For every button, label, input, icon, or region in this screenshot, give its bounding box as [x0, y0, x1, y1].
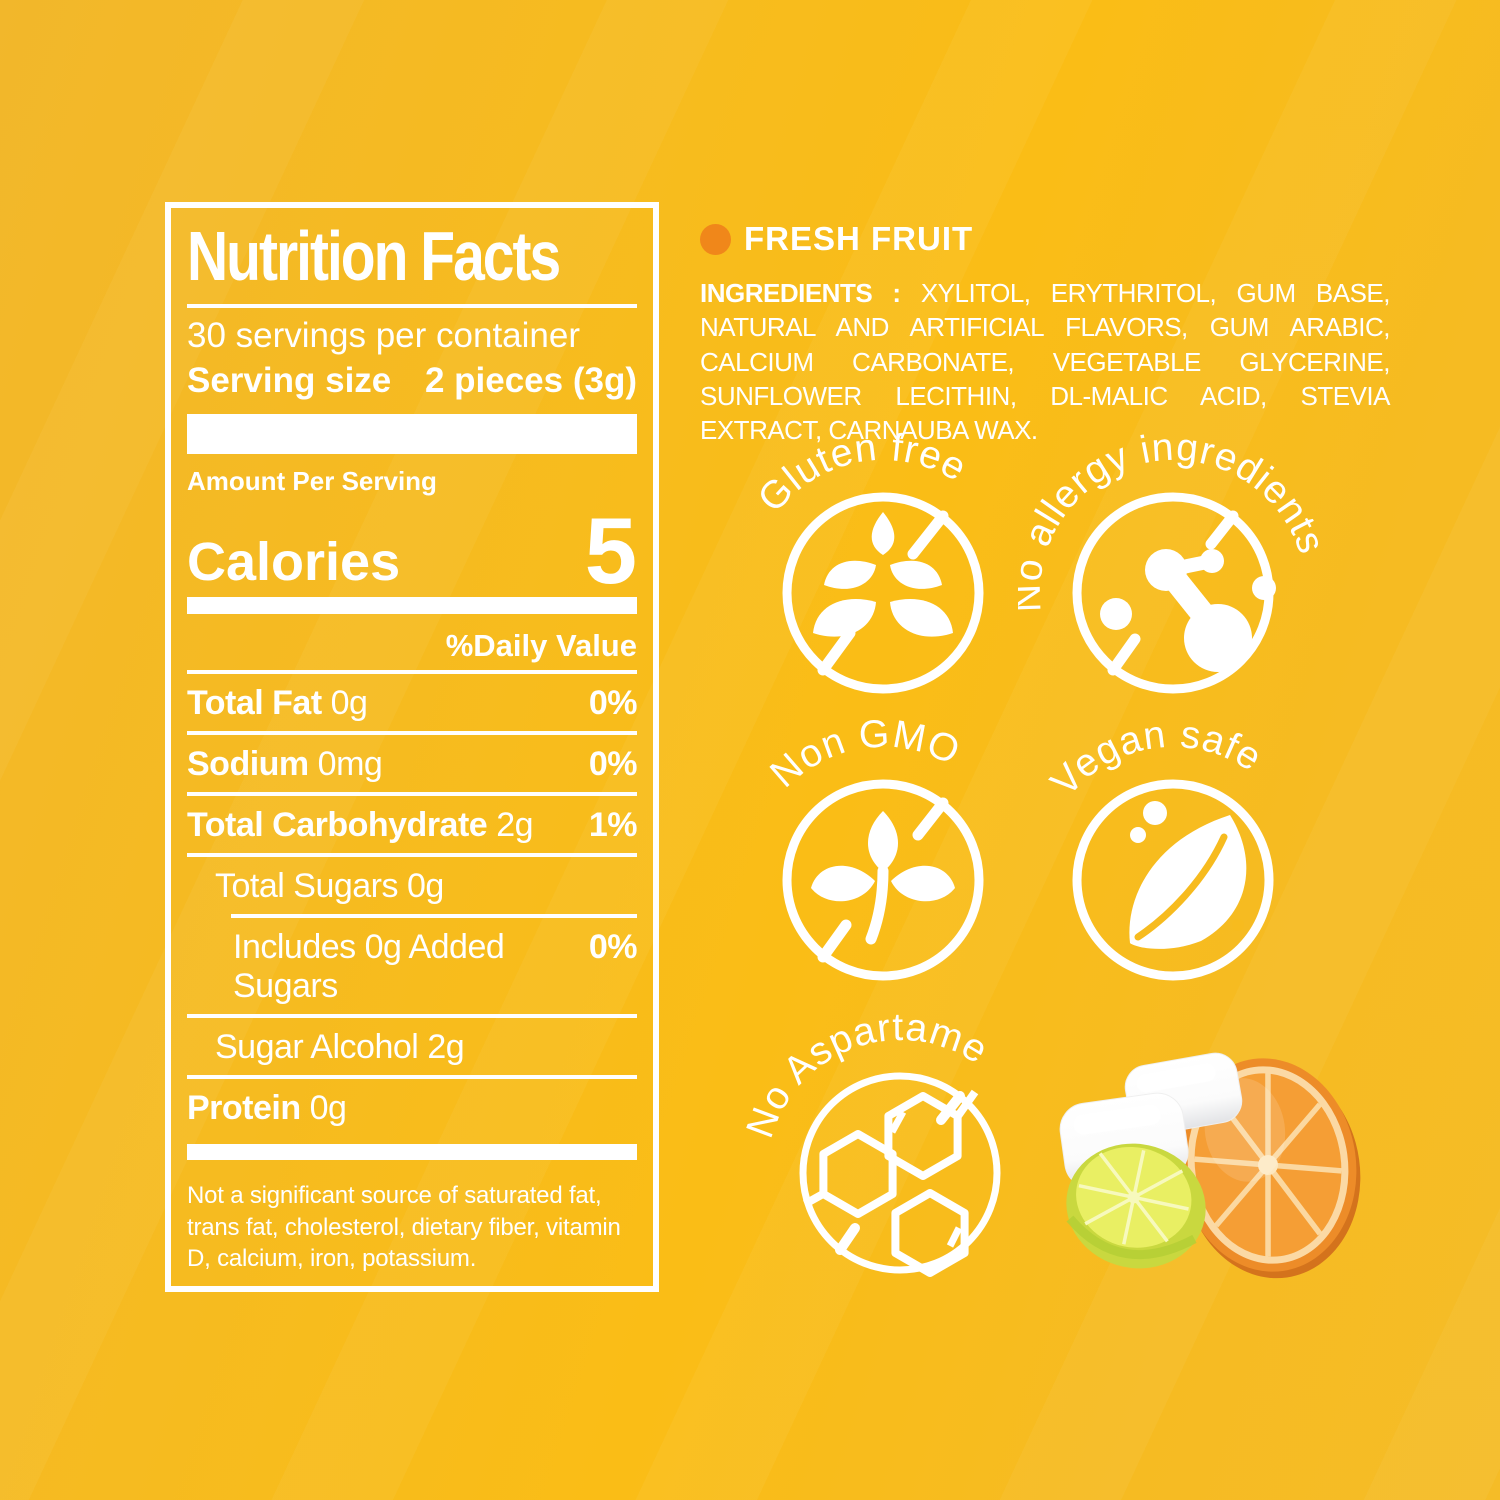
thick-bar-bottom	[187, 1143, 637, 1160]
daily-value-header: %Daily Value	[445, 627, 637, 663]
badge-non-gmo: Non GMO	[762, 712, 984, 981]
wheat-icon	[813, 512, 953, 637]
medium-bar	[187, 596, 637, 614]
serving-size-row: Serving size 2 pieces (3g)	[187, 359, 637, 404]
fruit-gum-illustration	[1059, 1052, 1361, 1279]
nutrition-facts-title: Nutrition Facts	[187, 218, 561, 297]
nutrient-row-protein: Protein 0g	[187, 1088, 347, 1127]
amount-per-serving: Amount Per Serving	[187, 465, 437, 496]
servings-per-container: 30 servings per container	[187, 316, 580, 355]
nutrient-row-total-sugars: Total Sugars 0g	[215, 866, 444, 905]
badge-vegan-safe: Vegan safe	[1043, 713, 1274, 981]
ingredients-heading: INGREDIENTS :	[700, 278, 901, 308]
lime-segments	[1078, 1150, 1189, 1245]
flavor-name: FRESH FRUIT	[744, 220, 974, 257]
badge-circle	[782, 492, 984, 694]
slash-icon	[835, 1091, 965, 1255]
divider	[187, 730, 637, 735]
badge-circle	[799, 1072, 1001, 1274]
flavor-heading: FRESH FRUIT	[700, 220, 973, 258]
badge-circle	[782, 779, 984, 981]
serving-size-value: 2 pieces (3g)	[424, 360, 637, 400]
divider	[187, 304, 637, 308]
slash-icon	[1107, 510, 1239, 676]
nutrient-row-total-carbohydrate: Total Carbohydrate 2g 1%	[187, 805, 638, 844]
label-footnote: Not a significant source of saturated fa…	[187, 1182, 621, 1272]
divider	[187, 1013, 637, 1018]
serving-size-label: Serving size	[187, 360, 392, 400]
orange-segments	[1194, 1073, 1342, 1257]
nutrient-row-sugar-alcohol: Sugar Alcohol 2g	[215, 1027, 465, 1066]
badge-gluten-free: Gluten free	[750, 426, 984, 694]
slash-icon	[817, 797, 949, 963]
lime-wedge	[1066, 1143, 1206, 1269]
slash-icon	[817, 510, 949, 676]
ingredients-paragraph: INGREDIENTS : XYLITOL, ERYTHRITOL, GUM B…	[700, 276, 1391, 448]
plant-leaves-icon	[811, 811, 955, 945]
divider	[187, 852, 637, 857]
nutrient-row-added-sugars: Includes 0g Added Sugars 0%	[233, 927, 638, 1005]
calories-label: Calories	[187, 531, 401, 592]
allergen-molecule-icon	[1100, 549, 1276, 672]
calories-row: Calories 5	[187, 497, 637, 603]
badge-circle	[1072, 779, 1274, 981]
thick-bar	[187, 413, 637, 454]
calories-value: 5	[584, 497, 637, 603]
badge-arc-text: Vegan safe	[1043, 713, 1270, 804]
nutrition-facts-panel: Nutrition Facts 30 servings per containe…	[165, 202, 659, 1292]
divider	[187, 1074, 637, 1079]
nutrient-row-total-fat: Total Fat 0g 0%	[187, 683, 638, 722]
molecule-hexagons-icon	[803, 1089, 979, 1277]
divider	[187, 791, 637, 796]
badge-arc-text: Gluten free	[750, 426, 974, 520]
ingredients-text: XYLITOL, ERYTHRITOL, GUM BASE, NATURAL A…	[700, 278, 1391, 446]
divider	[187, 669, 637, 674]
divider-indented	[231, 913, 637, 918]
badge-no-allergy-ingredients: No allergy ingredients	[1018, 426, 1328, 694]
vegan-leaf-icon	[1129, 801, 1247, 949]
orange-dot-icon	[700, 223, 731, 255]
nutrient-row-sodium: Sodium 0mg 0%	[187, 744, 638, 783]
badge-no-aspartame: No Aspartame	[745, 1006, 1001, 1277]
